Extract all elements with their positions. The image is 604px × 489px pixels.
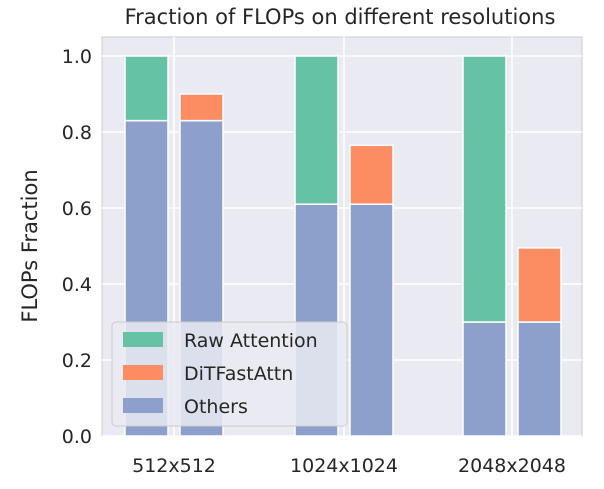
- y-tick-label: 1.0: [62, 46, 92, 68]
- y-tick-label: 0.8: [62, 122, 92, 144]
- x-tick-label: 1024x1024: [290, 455, 398, 477]
- y-tick-label: 0.2: [62, 350, 92, 372]
- legend-swatch-raw-attention: [123, 332, 163, 347]
- x-tick-label: 2048x2048: [458, 455, 566, 477]
- bar-segment-ditfastattn-2048x2048-right: [517, 247, 562, 323]
- bar-segment-ditfastattn-1024x1024-right: [349, 144, 394, 205]
- x-tick-label: 512x512: [132, 455, 216, 477]
- y-tick-label: 0.6: [62, 198, 92, 220]
- y-tick-label: 0.4: [62, 274, 92, 296]
- bar-segment-raw-attention-512x512-left: [124, 55, 169, 122]
- legend-label-ditfastattn: DiTFastAttn: [184, 363, 293, 385]
- legend-label-raw-attention: Raw Attention: [184, 330, 318, 352]
- legend-box: [111, 321, 348, 427]
- chart-title: Fraction of FLOPs on different resolutio…: [125, 5, 556, 29]
- y-tick-labels: 0.0 0.2 0.4 0.6 0.8 1.0: [62, 46, 92, 448]
- bar-segment-raw-attention-2048x2048-left: [462, 55, 507, 323]
- x-tick-labels: 512x512 1024x1024 2048x2048: [132, 455, 566, 477]
- y-tick-label: 0.0: [62, 426, 92, 448]
- bar-segment-others-1024x1024-right: [349, 203, 394, 437]
- y-axis-label: FLOPs Fraction: [18, 169, 42, 322]
- bar-segment-raw-attention-1024x1024-left: [294, 55, 339, 205]
- bar-segment-others-2048x2048-right: [517, 321, 562, 437]
- bar-segment-others-2048x2048-left: [462, 321, 507, 437]
- legend: Raw Attention DiTFastAttn Others: [111, 321, 348, 427]
- legend-swatch-others: [123, 398, 163, 413]
- bar-segment-ditfastattn-512x512-right: [179, 93, 224, 122]
- legend-swatch-ditfastattn: [123, 365, 163, 380]
- legend-label-others: Others: [184, 396, 248, 418]
